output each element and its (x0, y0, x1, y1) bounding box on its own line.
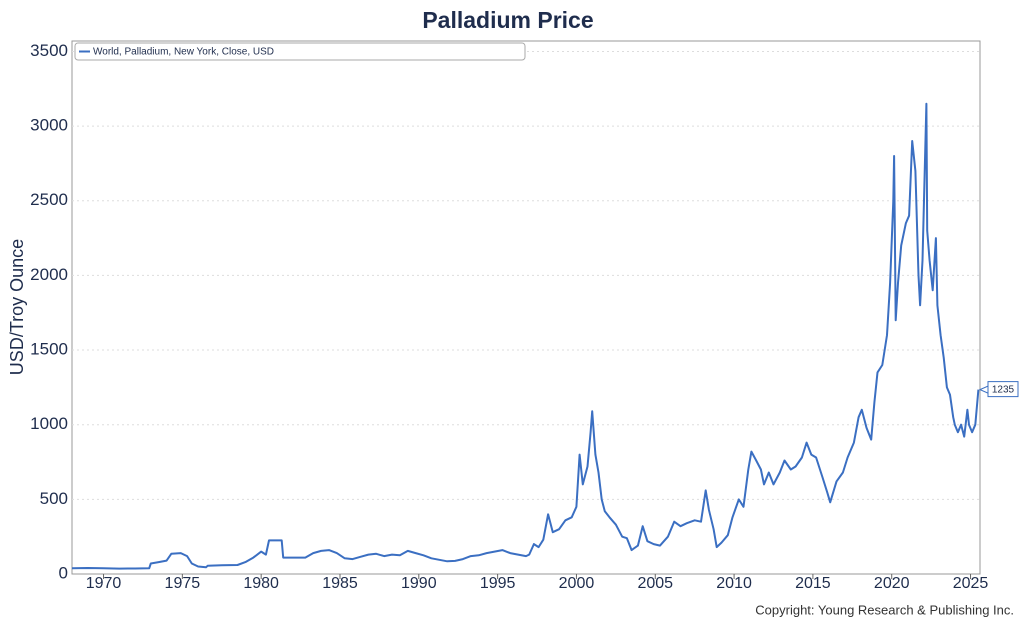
line-series (71, 102, 980, 570)
x-tick-label: 2010 (716, 575, 752, 592)
last-value-label: 1235 (992, 384, 1015, 395)
y-tick-label: 1500 (30, 340, 68, 359)
y-axis-label: USD/Troy Ounce (7, 239, 27, 375)
plot-area (71, 40, 981, 575)
y-tick-label: 3500 (30, 41, 68, 60)
source: Copyright: Young Research & Publishing I… (755, 602, 1014, 617)
x-tick-label: 2000 (559, 575, 595, 592)
legend-box (74, 42, 526, 61)
x-tick-label: 1985 (322, 575, 358, 592)
x-tick-label: 1990 (401, 575, 437, 592)
x-tick-label: 2005 (637, 575, 673, 592)
x-tick-label: 2015 (795, 575, 831, 592)
y-tick-label: 500 (40, 489, 68, 508)
y-tick-label: 3000 (30, 116, 68, 135)
y-tick-label: 0 (59, 563, 68, 582)
x-tick-label: 1995 (480, 575, 516, 592)
legend-label: World, Palladium, New York, Close, USD (93, 47, 274, 58)
y-tick-label: 2000 (30, 265, 68, 284)
chart-title: Palladium Price (422, 7, 593, 33)
x-tick-label: 2025 (953, 575, 989, 592)
x-tick-label: 2020 (874, 575, 910, 592)
y-tick-label: 1000 (30, 414, 68, 433)
last-value-box (987, 381, 1019, 398)
x-tick-label: 1980 (243, 575, 279, 592)
x-tick-label: 1970 (86, 575, 122, 592)
y-tick-label: 2500 (30, 190, 68, 209)
x-tick-label: 1975 (165, 575, 201, 592)
